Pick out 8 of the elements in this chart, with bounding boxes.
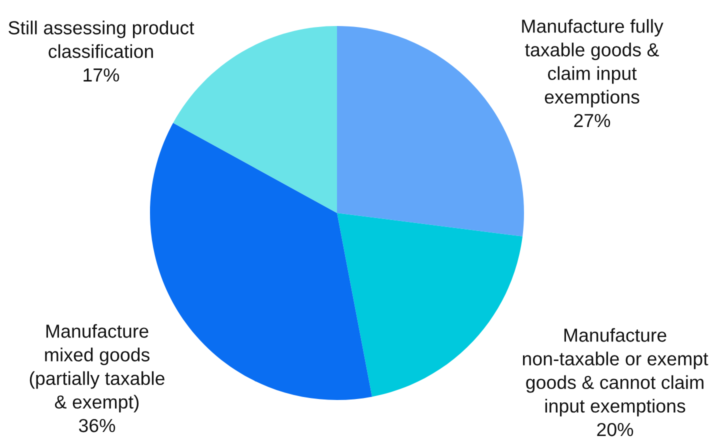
slice-label: Manufacture fully taxable goods & claim input exemptions [522,19,664,108]
data-label: 17% [84,68,120,82]
slice-label: Still assessing product classification [8,20,194,58]
slice-label: Manufacture mixed goods (partially taxable & exempt) [30,324,164,412]
data-label: 36% [78,418,116,432]
data-label: 27% [574,114,610,128]
slice-label: Manufacture non-taxable or exempt goods & cannot claim input exemptions [522,328,708,416]
data-label: 20% [597,422,634,436]
